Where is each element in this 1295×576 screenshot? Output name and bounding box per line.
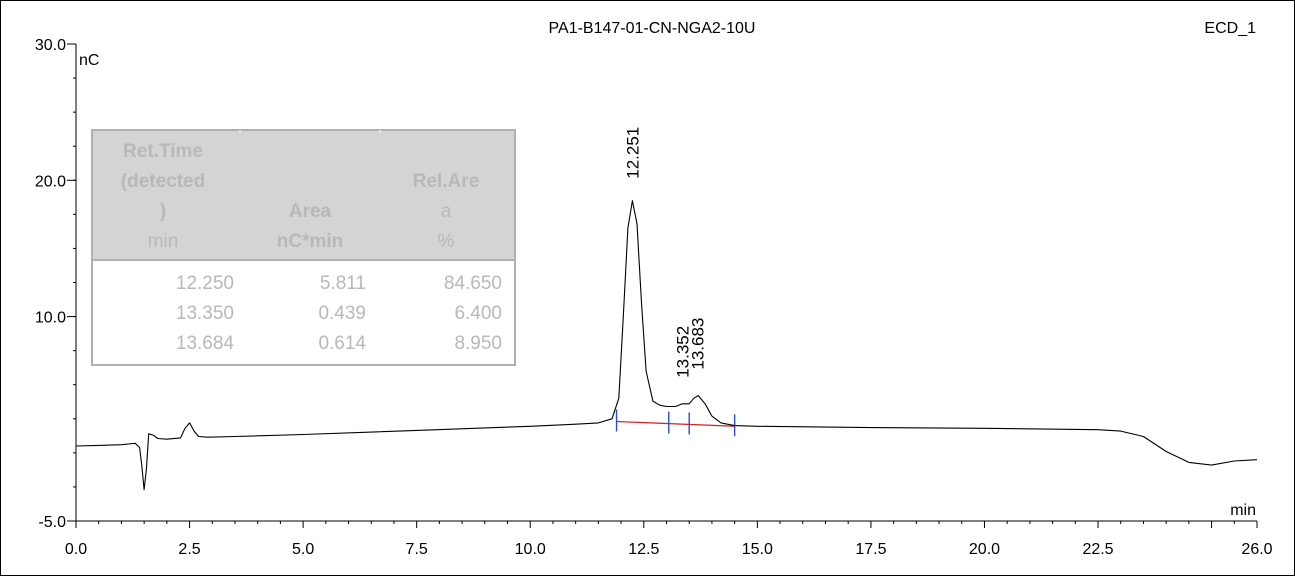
x-axis-label: min <box>1230 502 1256 519</box>
channel-label: ECD_1 <box>1204 20 1256 37</box>
table-header-cell: a <box>441 201 452 222</box>
table-header-cell: ) <box>160 201 166 222</box>
y-ticks: -5.0 10.0 20.0 30.0 <box>35 37 76 531</box>
table-cell: 13.684 <box>176 333 235 354</box>
y-tick-label: 20.0 <box>35 173 66 190</box>
results-table: Ret.Time (detected) min Area nC*min Rel.Are a%… <box>91 129 516 366</box>
x-tick-label: 20.0 <box>969 541 1000 558</box>
x-ticks: 0.0 2.5 5.0 7.5 10.0 12.5 15.0 17.5 20.0 22.5 26.0 <box>65 521 1273 558</box>
x-tick-label: 5.0 <box>292 541 314 558</box>
table-cell: 13.350 <box>176 303 234 324</box>
x-tick-label: 0.0 <box>65 541 87 558</box>
y-tick-label: -5.0 <box>38 514 66 531</box>
y-tick-label: 10.0 <box>35 310 66 327</box>
table-cell: 84.650 <box>444 273 502 294</box>
table-cell: 6.400 <box>454 303 502 324</box>
table-header-cell: min <box>148 231 179 252</box>
x-tick-label: 15.0 <box>742 541 773 558</box>
y-tick-label: 30.0 <box>35 37 66 54</box>
x-tick-label: 2.5 <box>178 541 200 558</box>
table-cell: 5.811 <box>320 273 366 294</box>
x-tick-label: 22.5 <box>1082 541 1113 558</box>
x-tick-label: 12.5 <box>628 541 659 558</box>
integration-marks <box>615 409 736 437</box>
chart-title: PA1-B147-01-CN-NGA2-10U <box>549 20 756 37</box>
x-tick-label: 17.5 <box>855 541 886 558</box>
series-trace <box>75 200 1258 491</box>
x-tick-label: 10.0 <box>515 541 546 558</box>
integration-baseline <box>616 420 735 427</box>
y-axis-label: nC <box>79 52 99 69</box>
table-cell: 12.250 <box>176 273 234 294</box>
table-cell: 0.439 <box>318 303 366 324</box>
peak-label: 12.251 <box>623 127 642 179</box>
table-header-cell: nC*min <box>277 231 344 252</box>
x-tick-label: 7.5 <box>406 541 428 558</box>
table-header-cell: Ret.Time <box>123 141 203 162</box>
peak-label: 13.352 <box>673 326 692 378</box>
table-header-bg <box>91 129 516 261</box>
table-body <box>91 259 516 366</box>
table-header-cell: % <box>438 231 455 252</box>
table-cell: 0.614 <box>318 333 366 354</box>
table-header-cell: (detected <box>121 171 205 192</box>
peak-label: 13.683 <box>689 318 708 370</box>
x-tick-label: 26.0 <box>1241 541 1272 558</box>
table-header-cell: Area <box>289 201 332 222</box>
table-cell: 8.950 <box>454 333 502 354</box>
table-header-cell: Rel.Are <box>413 171 480 192</box>
